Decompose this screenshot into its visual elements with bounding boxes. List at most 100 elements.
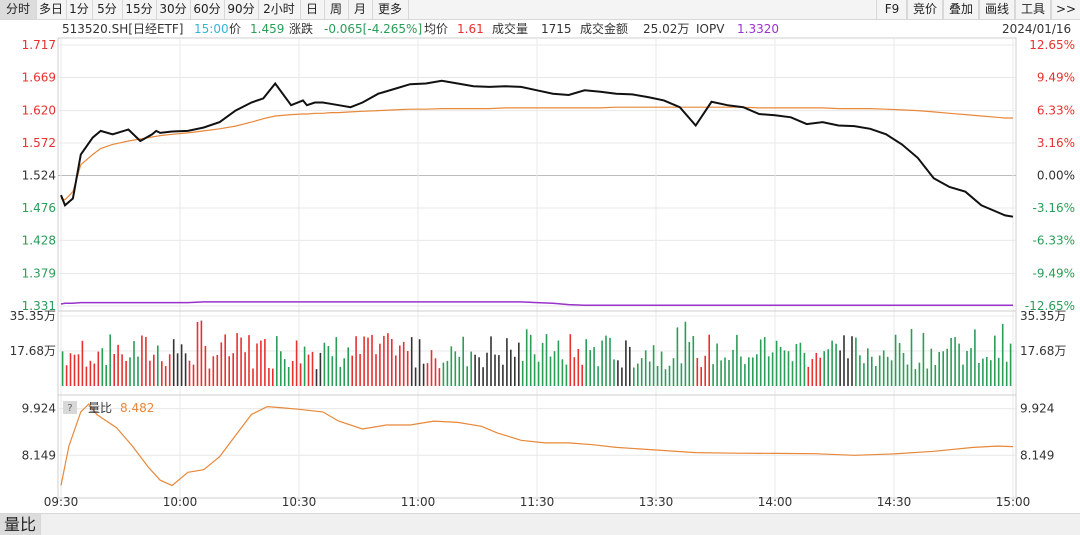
time-axis-label: 09:30 (44, 495, 79, 509)
volume-bar (65, 365, 68, 386)
period-tab-6[interactable]: 60分 (190, 0, 225, 19)
period-tab-9[interactable]: 日 (300, 0, 325, 19)
volume-bar (117, 344, 119, 386)
period-tab-7[interactable]: 90分 (224, 0, 259, 19)
period-tab-12[interactable]: 更多 (372, 0, 409, 19)
volume-bar (541, 342, 544, 386)
volume-bar (410, 337, 413, 386)
volume-bar (307, 354, 310, 386)
volume-bar (795, 344, 798, 386)
iopv-label: IOPV (696, 22, 725, 36)
period-tab-0[interactable]: 分时 (0, 0, 37, 19)
price-tick-label: 1.620 (22, 104, 56, 118)
period-tab-8[interactable]: 2小时 (258, 0, 301, 19)
volume-bar (371, 334, 373, 386)
tool-button-4[interactable]: 工具 (1014, 0, 1052, 19)
volume-bar (335, 337, 338, 386)
volume-bar (192, 364, 195, 386)
volume-bar (779, 346, 782, 386)
volume-bar (113, 354, 115, 386)
volume-bar (347, 347, 349, 386)
bottom-tab-bar: 量比 (0, 513, 1080, 535)
volume-bar (577, 349, 580, 386)
period-tab-3[interactable]: 5分 (92, 0, 123, 19)
volume-bar (625, 340, 627, 386)
volume-bar (490, 336, 492, 386)
period-tab-10[interactable]: 周 (324, 0, 349, 19)
intraday-chart[interactable]: 1.717 12.65% 1.669 9.49% 1.620 6.33% 1.572 3.16… (0, 19, 1080, 513)
volume-bar (791, 361, 794, 386)
volume-bar (529, 334, 532, 386)
period-tab-4[interactable]: 15分 (122, 0, 157, 19)
volume-bar (220, 342, 223, 386)
volume-bar (93, 363, 96, 386)
volume-bar (252, 368, 254, 386)
tool-button-5[interactable]: >> (1050, 0, 1080, 19)
percent-tick-label: -6.33% (1033, 233, 1075, 247)
volume-bar (77, 354, 80, 386)
volume-bar (200, 320, 203, 386)
volume-bar (291, 361, 294, 386)
volume-bar (204, 346, 207, 386)
volume-bar (212, 356, 215, 386)
tool-button-0[interactable]: F9 (876, 0, 908, 19)
volume-bar (890, 360, 893, 386)
period-tab-11[interactable]: 月 (348, 0, 373, 19)
tool-button-3[interactable]: 画线 (978, 0, 1016, 19)
avg-price-label: 均价 (424, 22, 449, 36)
volume-bar (652, 345, 655, 386)
volume-bar (878, 355, 881, 386)
volume-bar (573, 357, 576, 386)
volume-bar (763, 337, 766, 386)
volume-bar (109, 334, 111, 386)
tab-volume-ratio[interactable]: 量比 (0, 514, 41, 535)
volume-bar (692, 336, 695, 386)
quote-time: 15:00 (194, 22, 229, 36)
volume-bar (125, 360, 127, 386)
ratio-tick-label: 9.924 (22, 402, 56, 416)
price-tick-label: 1.717 (22, 38, 56, 52)
period-tab-1[interactable]: 多日 (36, 0, 67, 19)
period-tab-2[interactable]: 1分 (66, 0, 93, 19)
volume-bar (81, 340, 84, 386)
help-icon[interactable] (63, 401, 77, 414)
time-axis-label: 14:30 (877, 495, 912, 509)
volume-bar (510, 349, 512, 386)
volume-bar (466, 366, 468, 386)
price-tick-label: 1.476 (22, 201, 56, 215)
volume-bar (827, 349, 829, 386)
volume-bar (264, 339, 266, 386)
volume-bar (240, 337, 242, 386)
volume-bar (236, 333, 238, 386)
volume-bar (518, 342, 520, 386)
last-price: 1.459 (250, 22, 285, 36)
volume-bar (216, 355, 219, 386)
percent-tick-label: 9.49% (1037, 70, 1075, 84)
volume-bar (644, 350, 647, 386)
volume-bar (819, 357, 821, 386)
volume-value: 1715 (541, 22, 572, 36)
volume-bar (910, 329, 913, 386)
volume-bar (161, 361, 163, 386)
volume-bar (700, 367, 702, 386)
volume-bar (164, 366, 167, 386)
volume-bar (605, 335, 607, 386)
volume-bar (176, 353, 179, 386)
volume-bar (748, 357, 750, 386)
volume-bar (756, 354, 758, 386)
volume-bar (875, 366, 877, 386)
price-change: -0.065[-4.265%] (324, 22, 423, 36)
volume-bar (648, 361, 651, 386)
volume-bar (783, 350, 786, 386)
volume-bar (323, 342, 326, 386)
volume-bar (506, 338, 508, 386)
time-axis-label: 15:00 (996, 495, 1031, 509)
volume-bar (974, 329, 976, 386)
volume-bar (363, 336, 365, 386)
volume-bar (244, 352, 246, 386)
volume-bar (835, 343, 837, 386)
volume-bar (997, 357, 1000, 386)
tool-button-1[interactable]: 竞价 (906, 0, 944, 19)
tool-button-2[interactable]: 叠加 (942, 0, 980, 19)
period-tab-5[interactable]: 30分 (156, 0, 191, 19)
